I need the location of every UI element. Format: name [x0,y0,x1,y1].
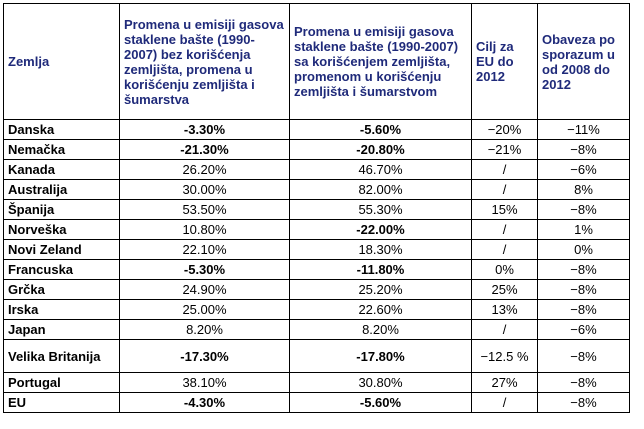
change-without-land-use-cell: -3.30% [119,119,290,140]
change-without-land-use-cell: 38.10% [119,372,290,393]
eu-target-cell: / [471,219,538,240]
change-with-land-use-cell: 30.80% [289,372,472,393]
country-cell: Velika Britanija [3,339,120,373]
table-row: Grčka 24.90% 25.20% 25% −8% [3,279,630,300]
obligation-cell: −8% [537,392,630,413]
change-with-land-use-cell: -22.00% [289,219,472,240]
table-row: Francuska -5.30% -11.80% 0% −8% [3,259,630,280]
change-with-land-use-cell: 22.60% [289,299,472,320]
change-with-land-use-cell: 82.00% [289,179,472,200]
obligation-cell: −8% [537,279,630,300]
eu-target-cell: −21% [471,139,538,160]
country-cell: Portugal [3,372,120,393]
change-without-land-use-cell: 25.00% [119,299,290,320]
eu-target-cell: 13% [471,299,538,320]
emissions-table: Zemlja Promena u emisiji gasova staklene… [3,3,630,413]
change-without-land-use-cell: 10.80% [119,219,290,240]
country-cell: Nemačka [3,139,120,160]
eu-target-cell: / [471,159,538,180]
obligation-cell: 1% [537,219,630,240]
country-cell: Kanada [3,159,120,180]
country-cell: Danska [3,119,120,140]
country-cell: Novi Zeland [3,239,120,260]
table-row: Portugal 38.10% 30.80% 27% −8% [3,372,630,393]
eu-target-cell: / [471,179,538,200]
change-without-land-use-cell: -4.30% [119,392,290,413]
change-without-land-use-cell: 26.20% [119,159,290,180]
change-with-land-use-cell: -5.60% [289,392,472,413]
country-cell: Australija [3,179,120,200]
eu-target-cell: / [471,319,538,340]
emissions-table-container: Zemlja Promena u emisiji gasova staklene… [3,3,630,413]
change-with-land-use-cell: 55.30% [289,199,472,220]
obligation-cell: −8% [537,259,630,280]
table-row: Norveška 10.80% -22.00%/1% [3,219,630,240]
obligation-cell: 8% [537,179,630,200]
obligation-cell: −6% [537,159,630,180]
change-with-land-use-cell: -5.60% [289,119,472,140]
obligation-cell: −8% [537,339,630,373]
change-without-land-use-cell: 30.00% [119,179,290,200]
header-eu-target: Cilj za EU do 2012 [471,3,538,120]
eu-target-cell: 15% [471,199,538,220]
table-row: Novi Zeland 22.10% 18.30%/0% [3,239,630,260]
table-body: Danska -3.30% -5.60% −20% −11% Nemačka -21.30%… [3,119,630,413]
eu-target-cell: 25% [471,279,538,300]
country-cell: EU [3,392,120,413]
table-row: Danska -3.30% -5.60% −20% −11% [3,119,630,140]
country-cell: Irska [3,299,120,320]
obligation-cell: −8% [537,299,630,320]
country-cell: Japan [3,319,120,340]
change-without-land-use-cell: 22.10% [119,239,290,260]
eu-target-cell: / [471,392,538,413]
change-with-land-use-cell: 46.70% [289,159,472,180]
header-country: Zemlja [3,3,120,120]
table-row: Irska 25.00% 22.60% 13% −8% [3,299,630,320]
table-row: Nemačka -21.30% -20.80% −21% −8% [3,139,630,160]
change-without-land-use-cell: 53.50% [119,199,290,220]
obligation-cell: −8% [537,139,630,160]
table-row: Kanada 26.20% 46.70% / −6% [3,159,630,180]
eu-target-cell: −20% [471,119,538,140]
change-with-land-use-cell: -11.80% [289,259,472,280]
table-row: Japan 8.20% 8.20% / −6% [3,319,630,340]
table-row: EU -4.30% -5.60% / −8% [3,392,630,413]
change-without-land-use-cell: -5.30% [119,259,290,280]
change-without-land-use-cell: -21.30% [119,139,290,160]
eu-target-cell: 0% [471,259,538,280]
country-cell: Norveška [3,219,120,240]
change-with-land-use-cell: -20.80% [289,139,472,160]
obligation-cell: −11% [537,119,630,140]
change-without-land-use-cell: 8.20% [119,319,290,340]
header-change-with-land-use: Promena u emisiji gasova staklene bašte … [289,3,472,120]
obligation-cell: −8% [537,199,630,220]
table-row: Velika Britanija -17.30% -17.80% −12.5 % −8% [3,339,630,373]
country-cell: Francuska [3,259,120,280]
table-row: Australija 30.00% 82.00%/8% [3,179,630,200]
change-without-land-use-cell: -17.30% [119,339,290,373]
eu-target-cell: / [471,239,538,260]
country-cell: Španija [3,199,120,220]
header-row: Zemlja Promena u emisiji gasova staklene… [3,3,630,120]
change-with-land-use-cell: 25.20% [289,279,472,300]
eu-target-cell: 27% [471,372,538,393]
obligation-cell: −6% [537,319,630,340]
obligation-cell: 0% [537,239,630,260]
header-change-without-land-use: Promena u emisiji gasova staklene bašte … [119,3,290,120]
country-cell: Grčka [3,279,120,300]
eu-target-cell: −12.5 % [471,339,538,373]
change-with-land-use-cell: 18.30% [289,239,472,260]
table-row: Španija 53.50% 55.30% 15% −8% [3,199,630,220]
change-without-land-use-cell: 24.90% [119,279,290,300]
change-with-land-use-cell: 8.20% [289,319,472,340]
change-with-land-use-cell: -17.80% [289,339,472,373]
header-obligation: Obaveza po sporazum u od 2008 do 2012 [537,3,630,120]
obligation-cell: −8% [537,372,630,393]
